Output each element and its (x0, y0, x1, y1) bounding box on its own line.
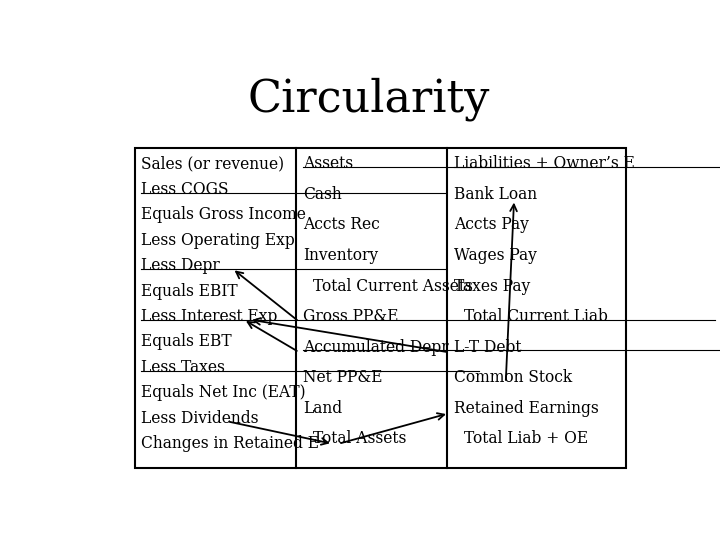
Text: Equals EBIT: Equals EBIT (141, 282, 238, 300)
Text: Land: Land (303, 400, 342, 416)
Text: Accumulated Depr: Accumulated Depr (303, 339, 449, 355)
Text: Less COGS: Less COGS (141, 181, 229, 198)
Text: Changes in Retained E: Changes in Retained E (141, 435, 320, 452)
Bar (135, 148, 626, 468)
Text: Sales (or revenue): Sales (or revenue) (141, 156, 284, 172)
Text: Less Dividends: Less Dividends (141, 410, 258, 427)
Text: Equals Gross Income: Equals Gross Income (141, 206, 306, 224)
Text: Wages Pay: Wages Pay (454, 247, 536, 264)
Text: Less Depr: Less Depr (141, 257, 220, 274)
Text: Inventory: Inventory (303, 247, 378, 264)
Text: Total Assets: Total Assets (313, 430, 407, 447)
Text: Less Taxes: Less Taxes (141, 359, 225, 376)
Text: Accts Pay: Accts Pay (454, 217, 528, 233)
Text: Circularity: Circularity (248, 77, 490, 121)
Text: Equals Net Inc (EAT): Equals Net Inc (EAT) (141, 384, 306, 401)
Text: Total Liab + OE: Total Liab + OE (464, 430, 588, 447)
Text: Common Stock: Common Stock (454, 369, 572, 386)
Text: Cash: Cash (303, 186, 342, 203)
Text: Total Current Assets: Total Current Assets (313, 278, 473, 294)
Text: Less Operating Exp: Less Operating Exp (141, 232, 295, 249)
Text: Bank Loan: Bank Loan (454, 186, 537, 203)
Text: Gross PP&E: Gross PP&E (303, 308, 399, 325)
Text: Liabilities + Owner’s E: Liabilities + Owner’s E (454, 156, 635, 172)
Text: Less Interest Exp: Less Interest Exp (141, 308, 278, 325)
Text: Assets: Assets (303, 156, 354, 172)
Text: Total Current Liab: Total Current Liab (464, 308, 608, 325)
Text: Net PP&E: Net PP&E (303, 369, 382, 386)
Text: L-T Debt: L-T Debt (454, 339, 521, 355)
Text: Equals EBT: Equals EBT (141, 334, 232, 350)
Text: Accts Rec: Accts Rec (303, 217, 380, 233)
Text: Taxes Pay: Taxes Pay (454, 278, 530, 294)
Text: Retained Earnings: Retained Earnings (454, 400, 598, 416)
